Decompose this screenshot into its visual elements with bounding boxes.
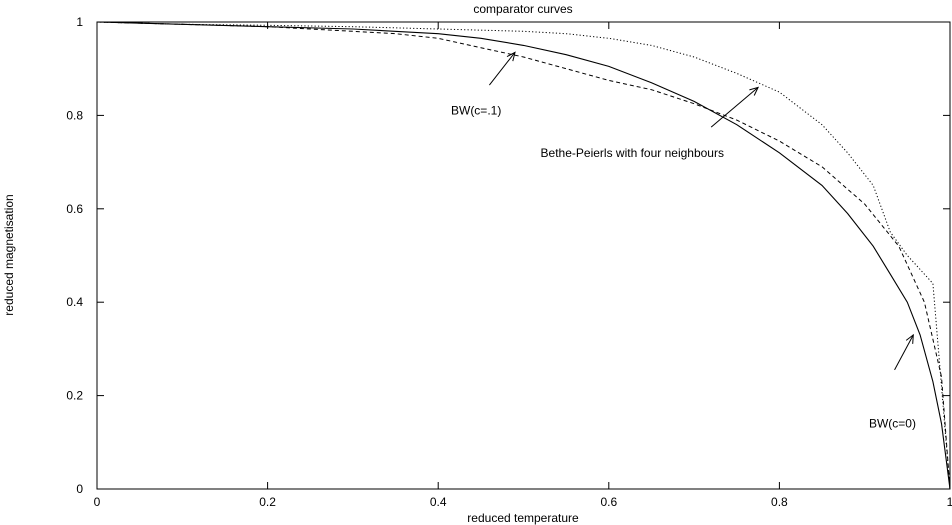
series-line-solid: [96, 21, 951, 490]
annotation-arrow-shaft: [710, 86, 759, 128]
series-line-dashed: [96, 21, 951, 490]
plot-frame: [96, 21, 951, 490]
x-tick-label: 0.4: [430, 495, 447, 509]
x-tick-label: 0.8: [771, 495, 788, 509]
annotation-layer: BW(c=.1) Bethe-Peierls with four neighbou…: [451, 51, 916, 431]
annotation-label: BW(c=.1): [451, 104, 501, 118]
series-line-dotted: [96, 21, 951, 490]
annotation-arrow-head: [506, 51, 516, 62]
axis-ticks: 0 0.2 0.4 0.6 0.8 1 0 0.2 0.4 0.6 0.8 1: [66, 15, 952, 509]
annotation-arrow-head: [905, 333, 914, 344]
y-tick-label: 0.8: [66, 108, 83, 122]
y-tick-label: 0.6: [66, 202, 83, 216]
x-tick-label: 1: [947, 495, 952, 509]
x-axis-label: reduced temperature: [467, 511, 579, 525]
annotation-arrow-shaft: [894, 334, 914, 371]
x-tick-label: 0: [94, 495, 101, 509]
annotation-label: BW(c=0): [869, 417, 916, 431]
y-tick-label: 1: [76, 15, 83, 29]
y-tick-label: 0.2: [66, 389, 83, 403]
y-tick-label: 0.4: [66, 295, 83, 309]
x-tick-label: 0.2: [259, 495, 276, 509]
series-layer: [96, 21, 951, 490]
chart-title: comparator curves: [473, 2, 572, 16]
annotation-arrow-head: [749, 86, 760, 96]
x-tick-label: 0.6: [600, 495, 617, 509]
annotation-arrow-shaft: [488, 52, 516, 86]
annotation-label: Bethe-Peierls with four neighbours: [541, 146, 724, 160]
y-axis-label: reduced magnetisation: [2, 194, 16, 315]
y-tick-label: 0: [76, 482, 83, 496]
